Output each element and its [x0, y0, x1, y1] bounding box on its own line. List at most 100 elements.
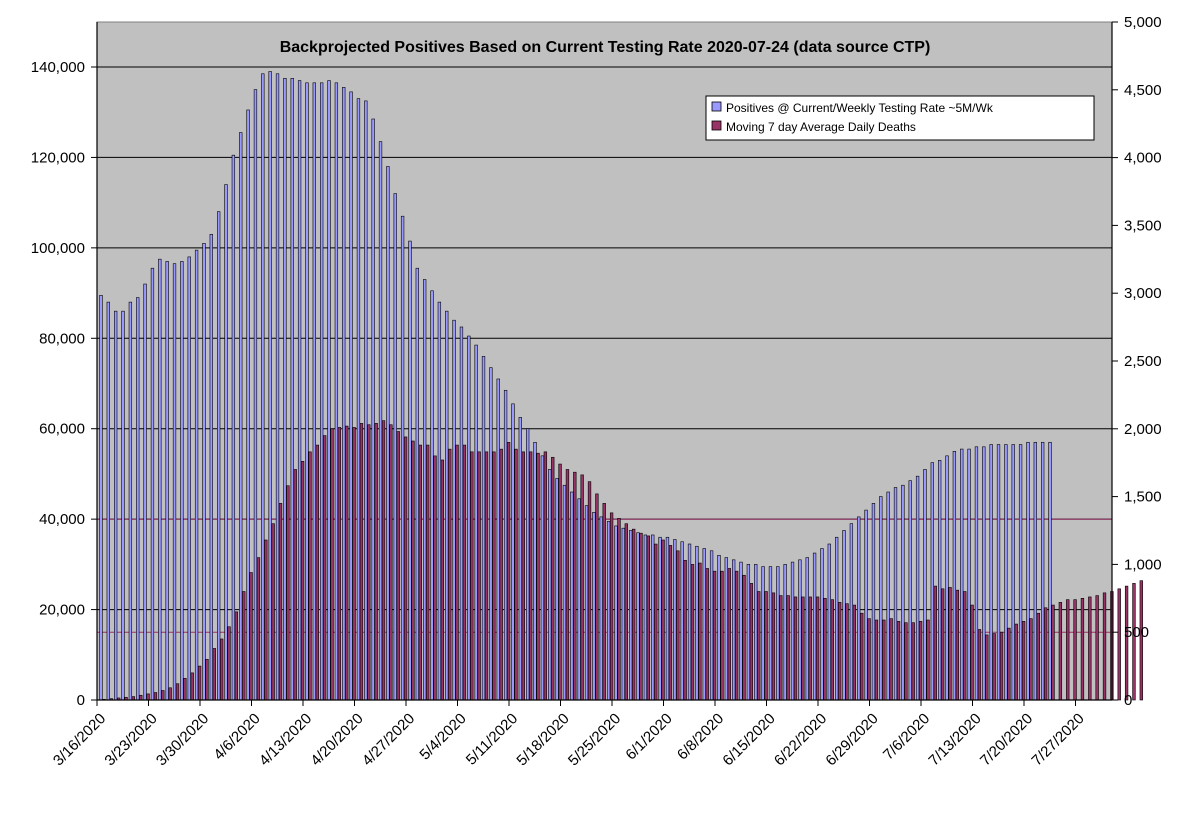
bar-deaths — [587, 481, 592, 701]
bar-positives — [150, 267, 155, 701]
bar-positives — [364, 100, 368, 701]
bar-positives — [570, 491, 574, 701]
bar-deaths — [477, 451, 481, 701]
bar-deaths — [212, 648, 216, 701]
bar-positives — [452, 319, 456, 701]
y-right-tick-label: 1,500 — [1124, 489, 1162, 506]
x-tick-labels: 3/16/20203/23/20203/30/20204/6/20204/13/… — [50, 710, 1088, 769]
y-right-tick-labels: 0 500 1,000 1,500 2,000 2,500 3,000 3,500 4,000 4… — [1124, 14, 1162, 709]
bar-positives — [915, 475, 920, 701]
bar-deaths — [249, 572, 253, 701]
bar-positives — [334, 82, 339, 701]
bar-deaths — [911, 622, 915, 701]
y-right-tick-label: 5,000 — [1124, 14, 1162, 31]
bar-deaths — [205, 659, 209, 701]
bar-deaths — [1014, 623, 1018, 701]
axes — [91, 21, 1118, 706]
bar-deaths — [1044, 607, 1048, 701]
bar-positives — [378, 141, 383, 701]
bar-positives — [158, 258, 162, 701]
bar-positives — [128, 301, 133, 701]
bar-deaths — [462, 444, 467, 701]
bar-deaths — [1117, 588, 1121, 701]
bar-positives — [99, 295, 103, 701]
bar-positives — [503, 389, 508, 701]
bar-deaths — [793, 596, 798, 701]
y-right-tick-label: 500 — [1124, 624, 1149, 641]
bar-deaths — [698, 562, 702, 701]
bar-positives — [408, 240, 412, 701]
bar-positives — [253, 89, 258, 701]
bar-positives — [761, 566, 765, 701]
y-left-tick-labels: 0 20,000 40,000 60,000 80,000 100,000 120,000 1… — [31, 59, 85, 709]
bar-positives — [496, 378, 500, 701]
bar-deaths — [595, 493, 599, 701]
y-left-tick-label: 120,000 — [31, 149, 85, 166]
bar-deaths — [242, 591, 246, 701]
bar-positives — [481, 356, 486, 701]
bar-positives — [658, 536, 662, 701]
bar-deaths — [286, 485, 290, 701]
bar-positives — [967, 448, 971, 701]
bar-deaths — [359, 423, 364, 701]
bar-deaths — [639, 532, 643, 701]
bar-positives — [518, 417, 522, 701]
bar-deaths — [455, 444, 459, 701]
bar-positives — [106, 301, 110, 701]
bar-deaths — [830, 599, 834, 701]
bar-deaths — [683, 560, 687, 701]
y-right-tick-label: 3,000 — [1124, 285, 1162, 302]
bar-positives — [268, 71, 272, 701]
bar-deaths — [757, 591, 761, 701]
bar-positives — [886, 491, 890, 701]
bar-positives — [805, 557, 809, 701]
bar-deaths — [801, 596, 805, 701]
bar-deaths — [896, 621, 901, 701]
bar-deaths — [352, 427, 356, 701]
bar-deaths — [970, 604, 974, 701]
bar-deaths — [381, 420, 386, 701]
bar-deaths — [1058, 602, 1063, 701]
y-left-tick-label: 140,000 — [31, 59, 85, 76]
bar-deaths — [963, 591, 967, 701]
bar-deaths — [1080, 597, 1085, 701]
bar-positives — [974, 446, 979, 701]
bar-positives — [636, 532, 640, 701]
bar-deaths — [1139, 580, 1143, 701]
bar-positives — [842, 530, 846, 701]
bar-positives — [467, 335, 471, 701]
bar-positives — [790, 561, 795, 701]
y-right-tick-label: 4,000 — [1124, 150, 1162, 167]
bar-positives — [776, 566, 780, 701]
bar-deaths — [690, 564, 695, 701]
bar-positives — [430, 290, 434, 701]
bar-deaths — [955, 589, 960, 701]
bar-deaths — [330, 428, 334, 701]
bar-positives — [548, 469, 552, 701]
bar-deaths — [197, 665, 202, 701]
bar-positives — [489, 367, 493, 701]
bar-deaths — [852, 604, 857, 701]
bar-deaths — [220, 638, 224, 701]
bar-deaths — [565, 469, 570, 701]
bar-positives — [239, 132, 243, 701]
bar-positives — [732, 559, 736, 701]
bar-deaths — [676, 550, 680, 701]
bar-positives — [1033, 441, 1037, 701]
bar-positives — [629, 530, 633, 701]
bar-deaths — [771, 592, 776, 701]
bar-deaths — [345, 425, 349, 701]
bar-deaths — [529, 451, 533, 701]
bar-positives — [459, 326, 464, 701]
bar-deaths — [727, 568, 731, 701]
bar-deaths — [374, 423, 378, 701]
bar-positives — [224, 184, 228, 701]
y-right-tick-label: 2,500 — [1124, 353, 1162, 370]
bar-deaths — [337, 427, 342, 701]
bar-deaths — [536, 452, 540, 701]
bar-positives — [437, 301, 442, 701]
y-right-tick-label: 0 — [1124, 692, 1132, 709]
bar-deaths — [1073, 599, 1077, 701]
bar-deaths — [499, 448, 503, 701]
y-left-tick-label: 80,000 — [39, 330, 85, 347]
